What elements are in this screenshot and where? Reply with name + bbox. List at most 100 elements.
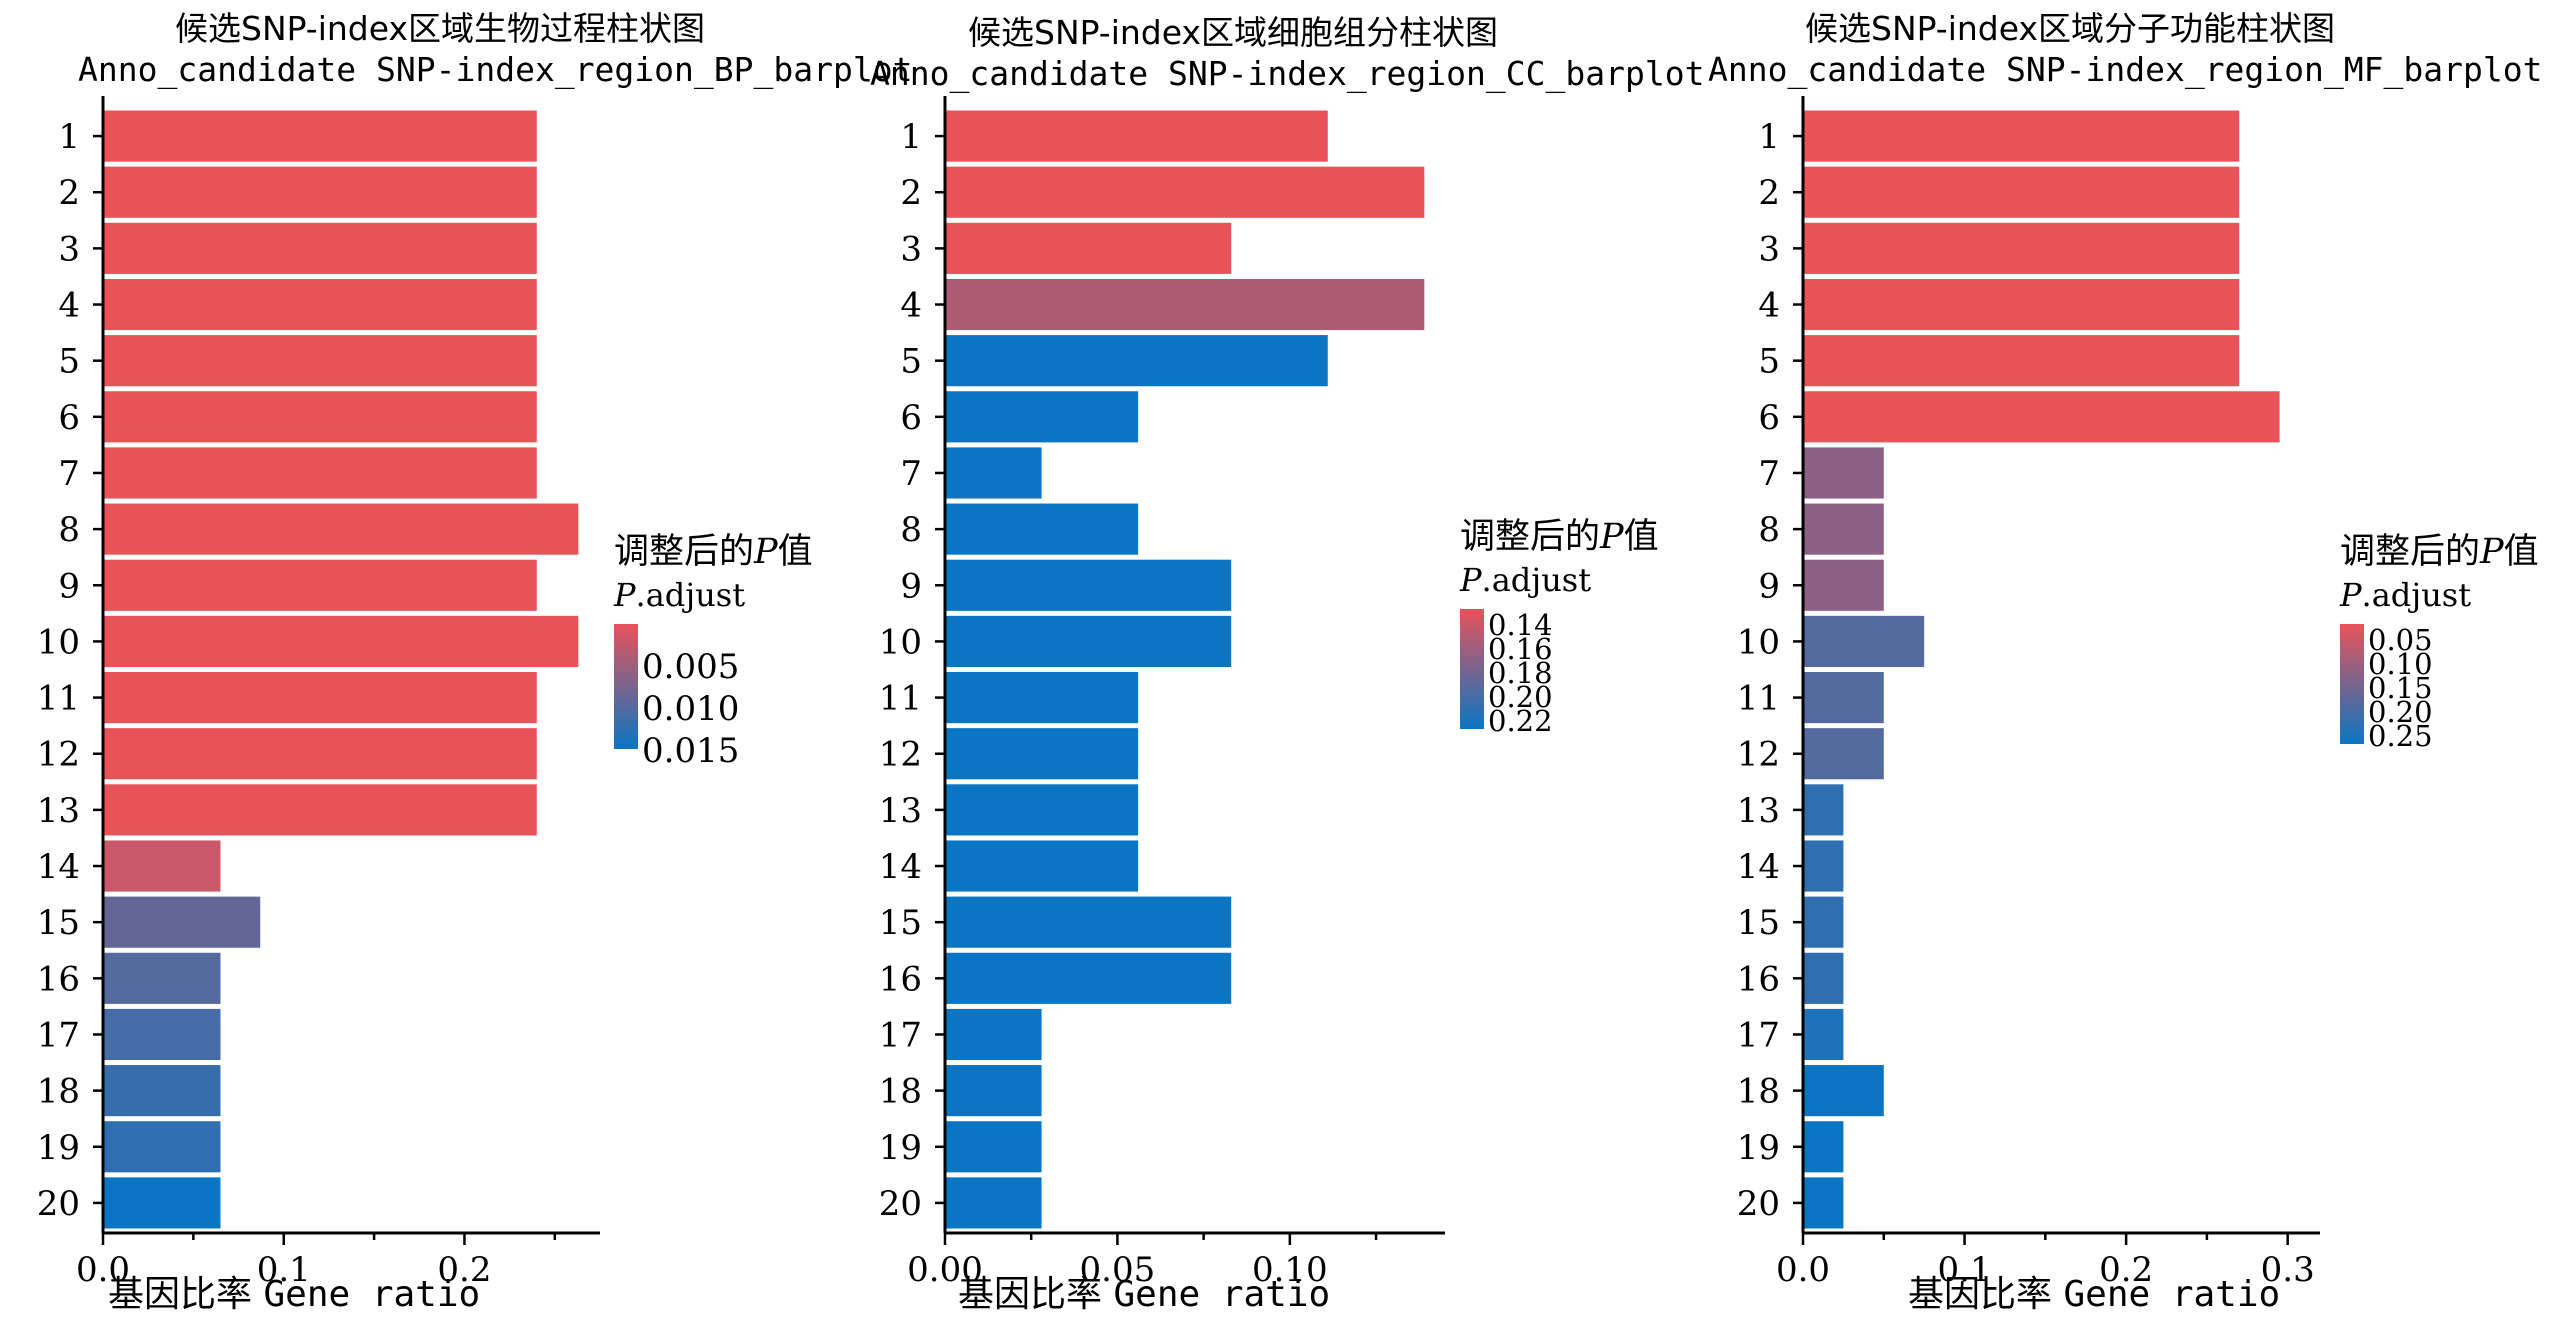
legend-tick-label: 0.010 [642, 689, 740, 729]
bar [945, 1121, 1042, 1173]
y-tick-label: 8 [900, 510, 922, 550]
x-tick-label: 0.0 [76, 1250, 130, 1290]
bar [103, 784, 537, 836]
legend-colorbar: 0.14 0.16 0.18 0.20 0.22 [1460, 607, 1620, 735]
color-legend: 调整后的P值 P.adjust 0.005 0.010 0.015 [614, 523, 813, 768]
bar [103, 222, 537, 274]
y-tick-label: 8 [58, 510, 80, 550]
legend-tick-label: 0.14 [1488, 607, 1553, 642]
y-tick-label: 13 [37, 791, 80, 831]
y-tick-label: 4 [58, 286, 80, 326]
bar [103, 503, 579, 555]
y-tick-label: 16 [879, 959, 922, 999]
bar [945, 896, 1232, 948]
bar [1803, 952, 1844, 1004]
x-axis-label-en: Gene ratio [263, 1274, 481, 1315]
x-axis-label-zh: 基因比率 [958, 1274, 1103, 1315]
bar [945, 952, 1232, 1004]
y-tick-label: 1 [58, 117, 80, 157]
legend-tick-label: 0.20 [1488, 679, 1553, 714]
legend-tick-label: 0.15 [2368, 670, 2433, 705]
bar [103, 728, 537, 780]
legend-tick-label: 0.015 [642, 731, 740, 771]
bar [1803, 1065, 1884, 1117]
legend-title-en: P.adjust [1460, 561, 1592, 599]
bar [945, 110, 1328, 162]
y-tick-label: 10 [1737, 622, 1780, 662]
bar [945, 840, 1139, 892]
bar [945, 784, 1139, 836]
y-tick-label: 6 [58, 398, 80, 438]
y-tick-label: 17 [1737, 1015, 1780, 1055]
y-tick-label: 5 [58, 342, 80, 382]
bar [1803, 503, 1884, 555]
y-tick-label: 2 [58, 173, 80, 213]
y-tick-label: 10 [37, 622, 80, 662]
x-axis-label-zh: 基因比率 [1908, 1274, 2053, 1315]
bar [1803, 1177, 1844, 1229]
y-tick-label: 6 [900, 398, 922, 438]
bar [1803, 896, 1844, 948]
bar [945, 615, 1232, 667]
y-tick-label: 5 [900, 342, 922, 382]
bar [1803, 784, 1844, 836]
x-axis-label-en: Gene ratio [2063, 1274, 2281, 1315]
y-tick-label: 7 [58, 454, 80, 494]
bar [945, 1065, 1042, 1117]
legend-colorbar: 0.005 0.010 0.015 [614, 624, 774, 768]
bar [103, 840, 221, 892]
y-tick-label: 3 [900, 229, 922, 269]
chart-title-en: Anno_candidate SNP-index_region_CC_barpl… [870, 54, 1705, 93]
y-tick-label: 10 [879, 622, 922, 662]
bar [945, 672, 1139, 724]
x-tick-label: 0.05 [1080, 1250, 1156, 1290]
y-tick-label: 3 [58, 229, 80, 269]
legend-tick-label: 0.18 [1488, 655, 1553, 690]
bar [945, 335, 1328, 387]
x-axis-label: 基因比率 Gene ratio [1908, 1265, 2280, 1317]
y-tick-label: 9 [58, 566, 80, 606]
bar [103, 896, 261, 948]
bar [1803, 672, 1884, 724]
bar [103, 672, 537, 724]
x-tick-label: 0.1 [1938, 1250, 1992, 1290]
bar [1803, 278, 2240, 331]
bar [103, 1065, 221, 1117]
legend-gradient [1460, 609, 1484, 729]
y-tick-label: 11 [1737, 679, 1780, 719]
bar [945, 503, 1139, 555]
bar [945, 391, 1139, 443]
y-tick-label: 19 [879, 1128, 922, 1168]
legend-tick-label: 0.25 [2368, 718, 2433, 753]
y-tick-label: 12 [879, 735, 922, 775]
y-tick-label: 19 [37, 1128, 80, 1168]
bar [103, 447, 537, 499]
y-tick-label: 6 [1758, 398, 1780, 438]
bar [103, 1008, 221, 1061]
bar [103, 110, 537, 162]
bar [1803, 728, 1884, 780]
y-tick-label: 20 [37, 1184, 80, 1224]
y-tick-label: 4 [1758, 286, 1780, 326]
y-tick-label: 15 [1737, 903, 1780, 943]
y-tick-label: 18 [879, 1072, 922, 1112]
bar [1803, 1008, 1844, 1061]
y-tick-label: 11 [879, 679, 922, 719]
x-tick-label: 0.1 [257, 1250, 311, 1290]
x-tick-label: 0.3 [2261, 1250, 2315, 1290]
bar [103, 559, 537, 611]
y-tick-label: 18 [37, 1072, 80, 1112]
y-tick-label: 18 [1737, 1072, 1780, 1112]
y-tick-label: 2 [1758, 173, 1780, 213]
bar [945, 1008, 1042, 1061]
legend-title-en: P.adjust [2340, 576, 2472, 614]
x-tick-label: 0.10 [1252, 1250, 1328, 1290]
y-tick-label: 11 [37, 679, 80, 719]
y-tick-label: 16 [37, 959, 80, 999]
bar [945, 166, 1425, 218]
y-tick-label: 3 [1758, 229, 1780, 269]
x-axis-label: 基因比率 Gene ratio [958, 1265, 1330, 1317]
bar [103, 335, 537, 387]
